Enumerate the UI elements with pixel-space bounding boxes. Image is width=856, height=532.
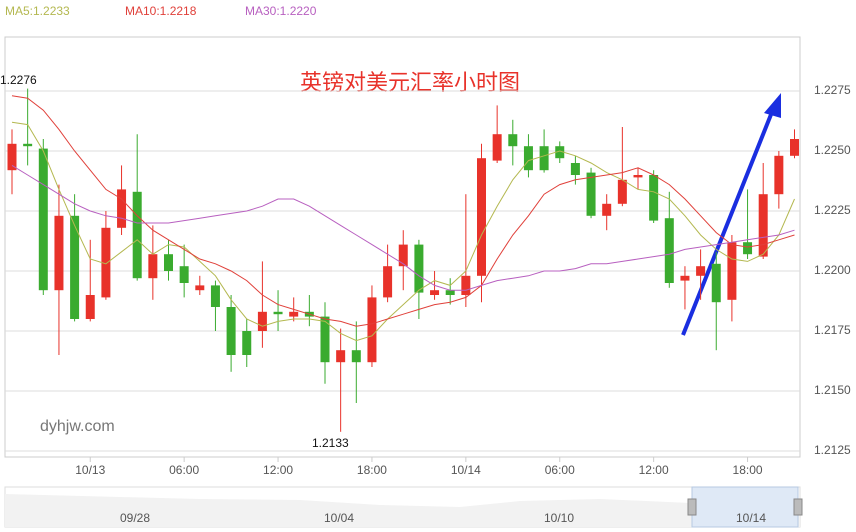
- candle-body: [7, 143, 17, 171]
- navigator-handle[interactable]: [687, 498, 697, 516]
- candle-body: [790, 139, 799, 156]
- candle-body: [101, 227, 111, 298]
- ma-line: [11, 164, 795, 291]
- candle-body: [680, 275, 690, 281]
- x-tick-label: 10/13: [75, 463, 105, 477]
- candle-body: [461, 275, 471, 295]
- max-label: 1.2276: [0, 73, 37, 87]
- candle-body: [117, 189, 127, 228]
- candle-body: [226, 307, 236, 355]
- y-tick-label: 1.2275: [814, 83, 851, 97]
- candle-body: [210, 285, 220, 307]
- candle-body: [164, 254, 173, 271]
- candle-body: [289, 311, 299, 317]
- candle-body: [179, 266, 189, 283]
- candle-body: [617, 179, 627, 204]
- candle-body: [383, 266, 393, 298]
- candle-body: [54, 215, 64, 291]
- candle-body: [70, 215, 80, 319]
- navigator-area: [5, 494, 800, 527]
- navigator-label: 09/28: [120, 511, 150, 525]
- navigator-label: 10/04: [324, 511, 354, 525]
- trend-arrowhead: [764, 93, 781, 118]
- x-tick-label: 12:00: [639, 463, 669, 477]
- ma-line: [11, 95, 795, 327]
- ma-line: [11, 121, 795, 342]
- x-tick-label: 06:00: [545, 463, 575, 477]
- legend-entry: MA10:1.2218: [125, 4, 197, 18]
- candle-body: [492, 134, 502, 161]
- candle-body: [649, 175, 659, 221]
- candle-body: [23, 143, 33, 147]
- candle-body: [570, 163, 580, 175]
- candle-body: [539, 146, 549, 171]
- candle-body: [508, 134, 518, 147]
- navigator-label: 10/14: [736, 511, 766, 525]
- y-tick-label: 1.2125: [814, 443, 851, 457]
- candle-body: [711, 263, 721, 303]
- candle-body: [336, 350, 346, 363]
- y-tick-label: 1.2150: [814, 383, 851, 397]
- y-tick-label: 1.2175: [814, 323, 851, 337]
- candle-body: [523, 146, 533, 171]
- candle-body: [85, 295, 95, 319]
- candle-body: [195, 285, 205, 291]
- x-tick-label: 10/14: [451, 463, 481, 477]
- candle-body: [132, 191, 142, 279]
- candle-body: [758, 194, 768, 257]
- y-tick-label: 1.2225: [814, 203, 851, 217]
- watermark: dyhjw.com: [40, 418, 115, 435]
- candle-body: [633, 175, 643, 178]
- x-tick-label: 18:00: [733, 463, 763, 477]
- x-tick-label: 12:00: [263, 463, 293, 477]
- y-tick-label: 1.2200: [814, 263, 851, 277]
- candle-body: [148, 254, 158, 279]
- candle-body: [445, 290, 455, 295]
- candle-body: [242, 331, 252, 355]
- candle-body: [696, 266, 706, 276]
- candle-body: [586, 172, 596, 216]
- candle-body: [477, 158, 486, 276]
- candle-body: [351, 350, 361, 363]
- candle-body: [664, 218, 674, 283]
- plot-border: [4, 36, 801, 458]
- candle-body: [398, 244, 408, 267]
- candle-body: [38, 148, 48, 291]
- candle-body: [414, 244, 424, 293]
- candle-body: [774, 155, 784, 195]
- candle-body: [602, 203, 612, 216]
- candle-body: [257, 311, 267, 331]
- candle-body: [727, 242, 737, 300]
- y-tick-label: 1.2250: [814, 143, 851, 157]
- candle-body: [273, 311, 283, 315]
- candle-body: [743, 242, 753, 255]
- candle-body: [430, 290, 440, 295]
- navigator: 09/28 10/04 10/10 10/14: [4, 486, 803, 528]
- x-tick-label: 06:00: [169, 463, 199, 477]
- navigator-label: 10/10: [544, 511, 574, 525]
- trend-arrow: [681, 111, 774, 336]
- x-tick-label: 18:00: [357, 463, 387, 477]
- legend-entry: MA5:1.2233: [5, 4, 70, 18]
- candle-body: [555, 146, 565, 159]
- min-label: 1.2133: [312, 436, 349, 450]
- navigator-handle[interactable]: [793, 498, 803, 516]
- candle-body: [320, 316, 330, 363]
- candle-body: [367, 297, 377, 363]
- legend-entry: MA30:1.2220: [245, 4, 317, 18]
